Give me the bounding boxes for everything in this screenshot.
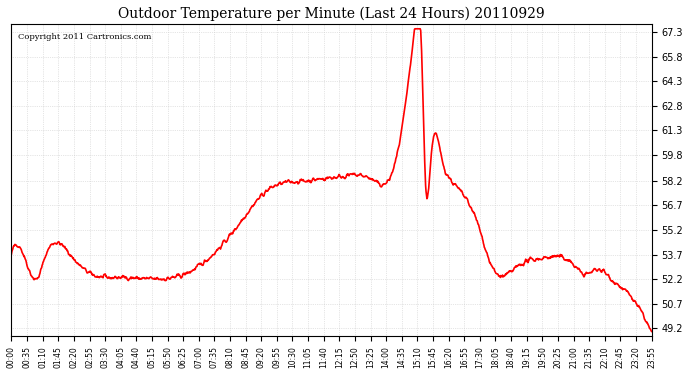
Text: Copyright 2011 Cartronics.com: Copyright 2011 Cartronics.com [18, 33, 151, 41]
Title: Outdoor Temperature per Minute (Last 24 Hours) 20110929: Outdoor Temperature per Minute (Last 24 … [118, 7, 545, 21]
